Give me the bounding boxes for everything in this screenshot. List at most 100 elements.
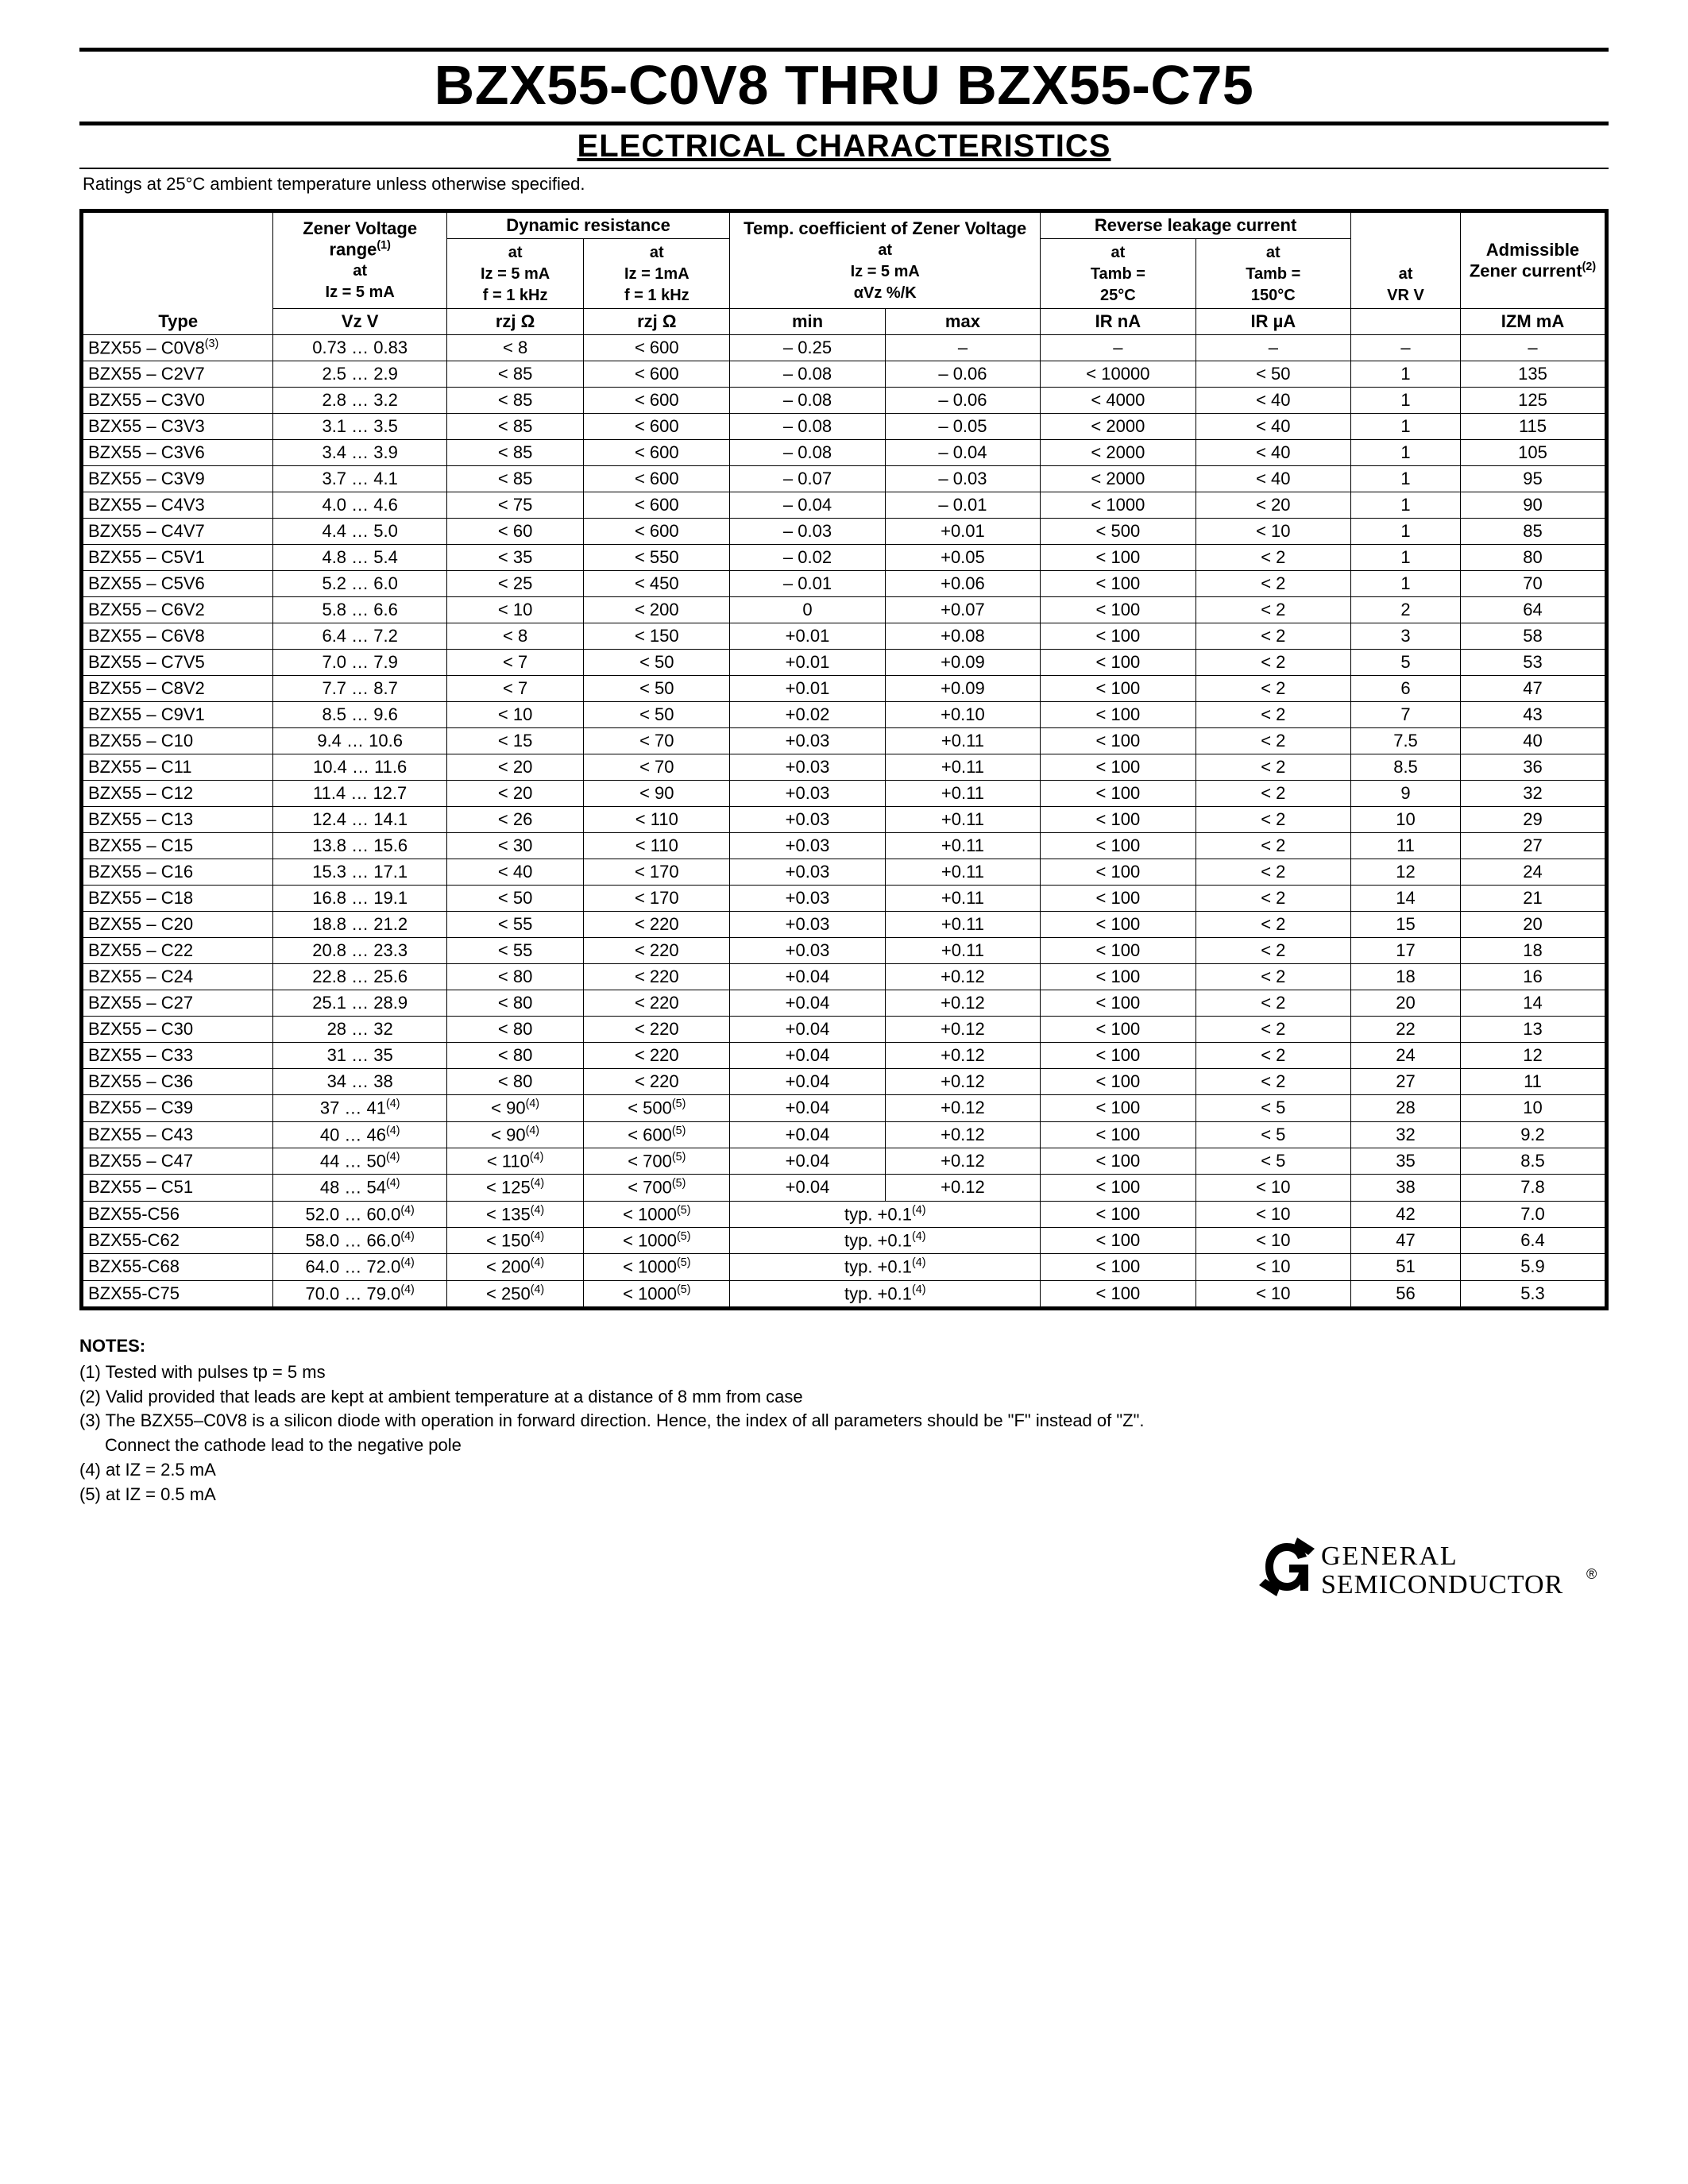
cell-vz: 2.8 … 3.2 xyxy=(273,388,446,414)
cell-izm: 5.3 xyxy=(1460,1280,1606,1308)
cell-ir-25c: < 100 xyxy=(1041,728,1196,754)
table-row: BZX55 – C7V57.0 … 7.9< 7< 50+0.01+0.09< … xyxy=(82,650,1607,676)
cell-rzj-1ma: < 220 xyxy=(584,1017,730,1043)
cell-tc-max: – xyxy=(885,335,1040,361)
cell-izm: 12 xyxy=(1460,1043,1606,1069)
table-row: BZX55 – C2220.8 … 23.3< 55< 220+0.03+0.1… xyxy=(82,938,1607,964)
cell-tc-min: +0.03 xyxy=(730,807,885,833)
cell-type: BZX55 – C10 xyxy=(82,728,273,754)
cell-vz: 48 … 54(4) xyxy=(273,1175,446,1201)
cell-vz: 4.0 … 4.6 xyxy=(273,492,446,519)
cell-vr: 2 xyxy=(1351,597,1461,623)
cell-tc-min: +0.03 xyxy=(730,728,885,754)
cell-vr: 11 xyxy=(1351,833,1461,859)
hdr-rzj2-unit: rzj Ω xyxy=(584,309,730,335)
cell-ir-25c: < 2000 xyxy=(1041,466,1196,492)
cell-rzj-5ma: < 80 xyxy=(446,964,583,990)
company-logo: GENERAL SEMICONDUCTOR ® xyxy=(79,1531,1609,1616)
cell-tc-min: +0.03 xyxy=(730,781,885,807)
cell-ir-25c: < 100 xyxy=(1041,650,1196,676)
cell-tc-min: – 0.03 xyxy=(730,519,885,545)
cell-ir-25c: < 100 xyxy=(1041,623,1196,650)
cell-tc-max: +0.12 xyxy=(885,1043,1040,1069)
table-row: BZX55 – C3V63.4 … 3.9< 85< 600– 0.08– 0.… xyxy=(82,440,1607,466)
cell-tc-min: +0.01 xyxy=(730,623,885,650)
cell-vr: 10 xyxy=(1351,807,1461,833)
hdr-zener: Zener Voltage range(1) at Iz = 5 mA xyxy=(273,211,446,309)
cell-rzj-1ma: < 600 xyxy=(584,466,730,492)
cell-type: BZX55 – C20 xyxy=(82,912,273,938)
cell-type: BZX55 – C47 xyxy=(82,1148,273,1174)
cell-vr: 1 xyxy=(1351,466,1461,492)
cell-tc-min: – 0.25 xyxy=(730,335,885,361)
cell-tc-min: – 0.08 xyxy=(730,361,885,388)
cell-izm: – xyxy=(1460,335,1606,361)
cell-izm: 90 xyxy=(1460,492,1606,519)
cell-vr: 51 xyxy=(1351,1254,1461,1280)
hdr-tc-min: min xyxy=(730,309,885,335)
cell-vz: 6.4 … 7.2 xyxy=(273,623,446,650)
cell-izm: 18 xyxy=(1460,938,1606,964)
cell-vr: 17 xyxy=(1351,938,1461,964)
cell-ir-150c: < 2 xyxy=(1196,650,1350,676)
cell-type: BZX55 – C3V9 xyxy=(82,466,273,492)
cell-ir-150c: < 2 xyxy=(1196,964,1350,990)
table-row: BZX55 – C1211.4 … 12.7< 20< 90+0.03+0.11… xyxy=(82,781,1607,807)
cell-rzj-1ma: < 90 xyxy=(584,781,730,807)
cell-ir-150c: < 2 xyxy=(1196,1043,1350,1069)
cell-ir-150c: < 40 xyxy=(1196,388,1350,414)
cell-tc-max: +0.09 xyxy=(885,650,1040,676)
cell-vr: 1 xyxy=(1351,388,1461,414)
cell-tempcoef-typ: typ. +0.1(4) xyxy=(730,1280,1041,1308)
table-row: BZX55 – C3V33.1 … 3.5< 85< 600– 0.08– 0.… xyxy=(82,414,1607,440)
hdr-dyn-5ma: at Iz = 5 mA f = 1 kHz xyxy=(446,239,583,309)
cell-rzj-5ma: < 200(4) xyxy=(446,1254,583,1280)
cell-type: BZX55 – C3V6 xyxy=(82,440,273,466)
table-row: BZX55 – C4V34.0 … 4.6< 75< 600– 0.04– 0.… xyxy=(82,492,1607,519)
cell-vz: 4.4 … 5.0 xyxy=(273,519,446,545)
cell-tc-max: – 0.03 xyxy=(885,466,1040,492)
cell-rzj-5ma: < 26 xyxy=(446,807,583,833)
cell-tc-min: +0.03 xyxy=(730,938,885,964)
cell-vr: 15 xyxy=(1351,912,1461,938)
table-row: BZX55 – C3028 … 32< 80< 220+0.04+0.12< 1… xyxy=(82,1017,1607,1043)
cell-rzj-1ma: < 1000(5) xyxy=(584,1201,730,1227)
cell-vr: 18 xyxy=(1351,964,1461,990)
rule-under-subtitle xyxy=(79,168,1609,169)
cell-vz: 3.4 … 3.9 xyxy=(273,440,446,466)
cell-ir-25c: < 1000 xyxy=(1041,492,1196,519)
cell-rzj-1ma: < 700(5) xyxy=(584,1175,730,1201)
cell-vz: 12.4 … 14.1 xyxy=(273,807,446,833)
cell-rzj-1ma: < 170 xyxy=(584,859,730,886)
cell-rzj-1ma: < 600 xyxy=(584,388,730,414)
note-3b: Connect the cathode lead to the negative… xyxy=(79,1433,1609,1458)
cell-vz: 18.8 … 21.2 xyxy=(273,912,446,938)
hdr-ir150: at Tamb = 150°C xyxy=(1196,239,1350,309)
cell-izm: 29 xyxy=(1460,807,1606,833)
hdr-type: Type xyxy=(82,211,273,335)
cell-tc-min: 0 xyxy=(730,597,885,623)
cell-vr: 24 xyxy=(1351,1043,1461,1069)
cell-tc-max: +0.12 xyxy=(885,1095,1040,1121)
cell-izm: 24 xyxy=(1460,859,1606,886)
cell-izm: 125 xyxy=(1460,388,1606,414)
cell-vz: 13.8 … 15.6 xyxy=(273,833,446,859)
cell-rzj-5ma: < 85 xyxy=(446,414,583,440)
title-block: BZX55-C0V8 THRU BZX55-C75 ELECTRICAL CHA… xyxy=(79,48,1609,169)
table-row: BZX55 – C6V25.8 … 6.6< 10< 2000+0.07< 10… xyxy=(82,597,1607,623)
cell-ir-150c: < 40 xyxy=(1196,414,1350,440)
cell-ir-150c: < 2 xyxy=(1196,1069,1350,1095)
cell-vr: 5 xyxy=(1351,650,1461,676)
characteristics-table: Type Zener Voltage range(1) at Iz = 5 mA… xyxy=(79,209,1609,1310)
cell-vz: 0.73 … 0.83 xyxy=(273,335,446,361)
cell-rzj-1ma: < 600 xyxy=(584,440,730,466)
cell-ir-150c: < 10 xyxy=(1196,519,1350,545)
cell-ir-150c: < 10 xyxy=(1196,1175,1350,1201)
cell-type: BZX55 – C5V6 xyxy=(82,571,273,597)
cell-tc-min: +0.03 xyxy=(730,912,885,938)
cell-type: BZX55 – C18 xyxy=(82,886,273,912)
cell-vz: 2.5 … 2.9 xyxy=(273,361,446,388)
cell-ir-150c: < 2 xyxy=(1196,1017,1350,1043)
cell-type: BZX55 – C8V2 xyxy=(82,676,273,702)
cell-tc-max: +0.10 xyxy=(885,702,1040,728)
